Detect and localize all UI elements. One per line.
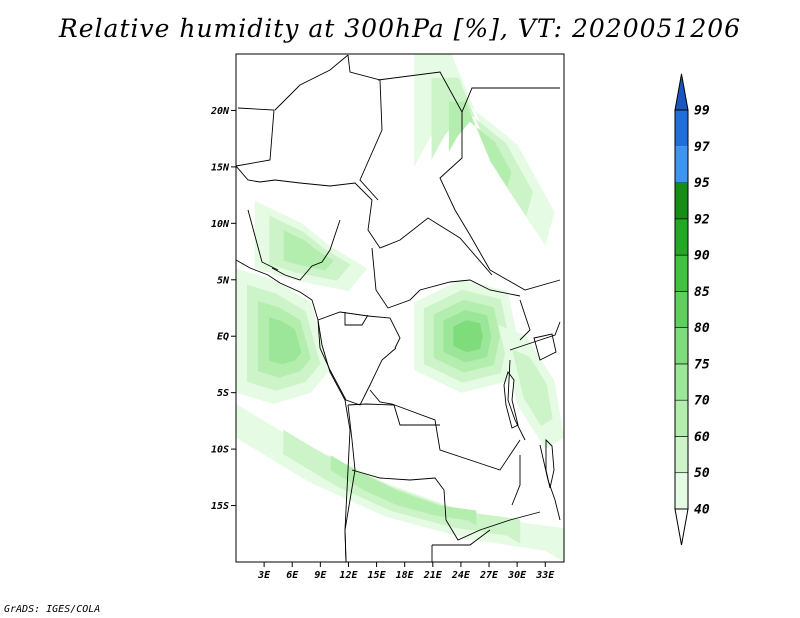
lake-victoria-outline xyxy=(533,333,557,361)
lat-tick-label: 10N xyxy=(211,219,230,230)
grads-credit: GrADS: IGES/COLA xyxy=(4,604,101,615)
lat-tick-label: 10S xyxy=(211,445,229,456)
colorbar-outline xyxy=(674,109,689,510)
colorbar-box xyxy=(674,218,689,256)
country-border-5 xyxy=(489,269,561,291)
colorbar-box xyxy=(674,182,689,220)
country-borders xyxy=(236,54,561,562)
country-border-6 xyxy=(236,165,493,276)
contour-southeast-diagonal-band-60 xyxy=(330,455,477,526)
colorbar-box xyxy=(674,363,689,401)
colorbar-box xyxy=(674,399,689,437)
country-border-21 xyxy=(507,359,526,441)
map-plot-area xyxy=(236,54,564,562)
colorbar-box xyxy=(675,146,688,183)
colorbar-level-label: 90 xyxy=(694,249,710,264)
colorbar: 40 50 60 70 75 80 85 90 92 95 97 99 xyxy=(674,73,710,546)
country-border-23 xyxy=(511,455,521,506)
contour-central-basin-patch-75 xyxy=(453,320,483,353)
contour-east-lakes-patch-50 xyxy=(512,349,553,426)
lon-tick-label: 12E xyxy=(339,570,358,581)
country-border-11 xyxy=(317,319,397,406)
colorbar-level-label: 70 xyxy=(694,394,710,409)
colorbar-box xyxy=(674,327,689,365)
colorbar-min-triangle xyxy=(674,508,689,546)
lat-tick-label: 15S xyxy=(211,501,229,512)
colorbar-level-label: 95 xyxy=(694,176,710,191)
colorbar-level-label: 80 xyxy=(694,321,710,336)
country-border-18 xyxy=(432,529,491,546)
lat-tick-label: 5S xyxy=(217,388,229,399)
country-border-16 xyxy=(351,469,541,541)
lon-tick-label: 3E xyxy=(257,570,271,581)
country-border-1 xyxy=(274,54,349,111)
country-border-2 xyxy=(347,54,383,201)
map-frame xyxy=(235,53,565,563)
colorbar-level-label: 97 xyxy=(694,140,710,155)
country-border-20 xyxy=(519,299,531,341)
colorbar-level-label: 60 xyxy=(694,430,710,445)
longitude-axis: 3E 6E 9E 12E 15E 18E 21E 24E 27E 30E 33E xyxy=(257,562,555,581)
lon-tick-label: 6E xyxy=(286,570,299,581)
country-border-9 xyxy=(371,247,521,309)
country-border-22 xyxy=(539,444,561,521)
colorbar-level-label: 75 xyxy=(694,357,710,372)
lat-tick-label: 5N xyxy=(217,275,230,286)
colorbar-level-label: 40 xyxy=(694,503,710,518)
country-border-3 xyxy=(377,71,491,271)
lon-tick-label: 27E xyxy=(479,570,499,581)
country-border-4 xyxy=(461,87,560,113)
colorbar-level-label: 92 xyxy=(694,212,710,227)
latitude-axis: 20N 15N 10N 5N EQ 5S 10S 15S xyxy=(210,106,236,512)
colorbar-box xyxy=(674,291,689,328)
lat-tick-label: 20N xyxy=(210,106,230,117)
country-border-13 xyxy=(369,389,521,471)
colorbar-box xyxy=(674,254,689,292)
lat-tick-label: EQ xyxy=(217,332,229,343)
colorbar-box xyxy=(674,472,689,510)
country-border-8 xyxy=(271,219,341,281)
country-border-10 xyxy=(317,311,401,349)
country-border-14 xyxy=(347,403,440,426)
colorbar-level-label: 85 xyxy=(694,285,710,300)
lat-tick-label: 15N xyxy=(211,162,230,173)
lon-tick-label: 30E xyxy=(507,570,527,581)
lake-malawi-outline xyxy=(545,438,555,489)
lon-tick-label: 15E xyxy=(368,570,387,581)
colorbar-box xyxy=(675,110,688,147)
country-border-7 xyxy=(247,209,279,271)
humidity-contours xyxy=(236,54,564,562)
coastline xyxy=(236,259,351,562)
colorbar-box xyxy=(674,436,689,474)
contour-nigeria-cameroon-patch-60 xyxy=(283,230,334,271)
country-border-19 xyxy=(509,321,561,351)
lon-tick-label: 24E xyxy=(451,570,471,581)
contour-northeast-plume-60 xyxy=(448,101,512,187)
contour-west-coast-band-70 xyxy=(268,317,302,365)
lon-tick-label: 9E xyxy=(314,570,327,581)
colorbar-level-label: 50 xyxy=(694,466,710,481)
colorbar-level-label: 99 xyxy=(694,104,710,119)
lon-tick-label: 33E xyxy=(535,570,555,581)
lake-tanganyika-outline xyxy=(503,371,519,429)
country-border-0 xyxy=(236,107,275,167)
lon-tick-label: 18E xyxy=(396,570,415,581)
lon-tick-label: 21E xyxy=(423,570,443,581)
map-title: Relative humidity at 300hPa [%], VT: 202… xyxy=(58,14,742,43)
country-border-12 xyxy=(344,312,369,326)
colorbar-max-triangle xyxy=(674,73,689,111)
